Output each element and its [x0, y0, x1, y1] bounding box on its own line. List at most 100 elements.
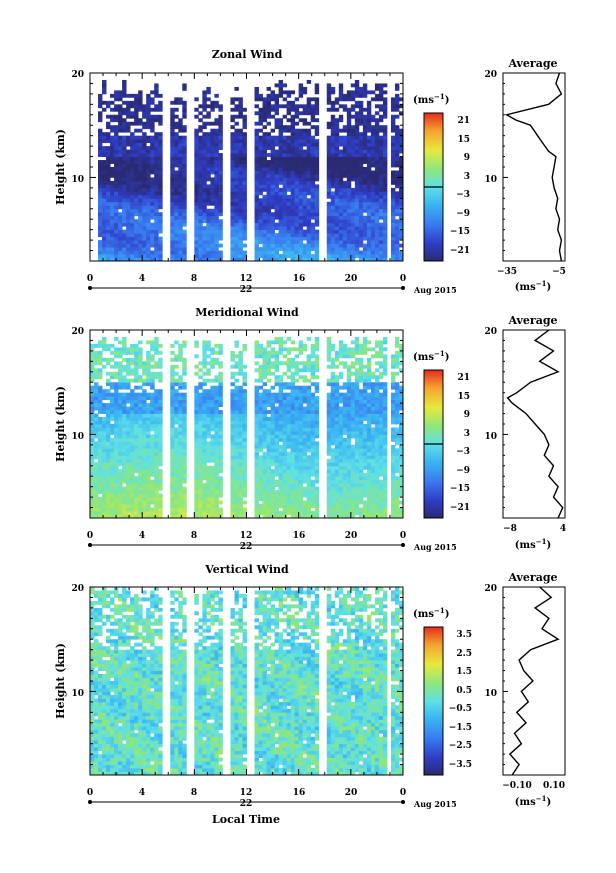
heatmap-cell	[230, 240, 235, 244]
heatmap-cell	[242, 121, 247, 126]
heatmap-cell	[314, 153, 320, 157]
heatmap-cell	[158, 104, 163, 109]
heatmap-cell	[266, 514, 271, 519]
heatmap-cell	[130, 417, 135, 421]
heatmap-cell	[126, 420, 131, 425]
heatmap-cell	[154, 448, 159, 453]
heatmap-cell	[254, 350, 259, 355]
heatmap-cell	[254, 472, 259, 477]
heatmap-cell	[282, 500, 288, 505]
colorbar-zonal	[423, 112, 444, 262]
heatmap-cell	[170, 392, 175, 397]
heatmap-cell	[294, 121, 300, 126]
heatmap-cell	[218, 114, 223, 119]
heatmap-cell	[330, 132, 336, 137]
heatmap-cell	[378, 250, 384, 255]
heatmap-cell	[178, 243, 183, 248]
heatmap-cell	[182, 247, 187, 251]
heatmap-cell	[206, 392, 211, 397]
heatmap-cell	[366, 104, 372, 109]
heatmap-cell	[122, 83, 127, 88]
heatmap-cell	[130, 149, 135, 154]
heatmap-cell	[170, 149, 175, 154]
heatmap-cell	[114, 125, 119, 130]
heatmap-cell	[230, 444, 235, 449]
heatmap-cell	[230, 469, 235, 474]
heatmap-cell	[98, 486, 103, 491]
heatmap-cell	[214, 483, 219, 488]
heatmap-cell	[146, 243, 151, 248]
heatmap-cell	[298, 191, 304, 196]
heatmap-cell	[194, 364, 199, 369]
heatmap-cell	[130, 399, 135, 404]
heatmap-cell	[302, 504, 308, 508]
heatmap-cell	[182, 104, 187, 109]
heatmap-cell	[266, 177, 271, 182]
heatmap-cell	[122, 465, 127, 470]
heatmap-cell	[198, 434, 203, 439]
heatmap-cell	[146, 100, 151, 105]
heatmap-cell	[278, 444, 284, 449]
heatmap-cell	[138, 462, 143, 467]
heatmap-cell	[170, 173, 175, 178]
heatmap-cell	[98, 392, 103, 397]
heatmap-cell	[174, 236, 179, 241]
heatmap-cell	[158, 201, 163, 206]
heatmap-cell	[214, 490, 219, 495]
heatmap-cell	[178, 191, 183, 196]
heatmap-cell	[374, 233, 380, 238]
heatmap-cell	[146, 514, 151, 519]
heatmap-cell	[182, 86, 187, 91]
heatmap-cell	[354, 215, 360, 220]
heatmap-cell	[302, 173, 308, 178]
heatmap-cell	[106, 441, 111, 446]
heatmap-cell	[294, 184, 300, 189]
heatmap-cell	[346, 107, 352, 112]
heatmap-cell	[90, 343, 95, 348]
heatmap-cell	[130, 184, 135, 189]
heatmap-cell	[98, 357, 103, 362]
heatmap-cell	[174, 121, 179, 126]
heatmap-cell	[286, 139, 292, 144]
heatmap-cell	[262, 212, 267, 217]
heatmap-cell	[90, 399, 95, 404]
heatmap-cell	[342, 146, 348, 150]
heatmap-cell	[170, 483, 175, 488]
heatmap-cell	[202, 236, 207, 241]
heatmap-cell	[366, 180, 372, 185]
heatmap-cell	[194, 448, 199, 453]
heatmap-cell	[350, 146, 356, 150]
heatmap-cell	[102, 490, 107, 495]
heatmap-cell	[238, 205, 243, 210]
heatmap-cell	[158, 392, 163, 397]
heatmap-cell	[310, 243, 316, 248]
heatmap-cell	[198, 430, 203, 435]
heatmap-cell	[286, 511, 292, 515]
heatmap-cell	[258, 128, 263, 133]
heatmap-cell	[342, 125, 348, 130]
heatmap-cell	[234, 128, 239, 133]
heatmap-cell	[354, 222, 360, 227]
heatmap-cell	[298, 490, 304, 495]
xtick-zonal-4: 4	[139, 274, 145, 284]
heatmap-cell	[278, 153, 284, 157]
heatmap-cell	[118, 184, 123, 189]
heatmap-cell	[218, 104, 223, 109]
heatmap-cell	[138, 187, 143, 192]
heatmap-cell	[238, 177, 243, 182]
heatmap-cell	[262, 417, 267, 421]
heatmap-cell	[158, 444, 163, 449]
heatmap-cell	[202, 198, 207, 203]
heatmap-cell	[98, 167, 103, 171]
heatmap-cell	[194, 236, 199, 241]
heatmap-cell	[142, 219, 147, 224]
heatmap-cell	[178, 208, 183, 213]
heatmap-cell	[294, 413, 300, 418]
heatmap-cell	[394, 149, 400, 154]
heatmap-cell	[238, 128, 243, 133]
heatmap-cell	[290, 135, 296, 140]
heatmap-cell	[178, 427, 183, 432]
heatmap-cell	[134, 222, 139, 227]
heatmap-cell	[374, 208, 380, 213]
heatmap-cell	[282, 146, 288, 150]
